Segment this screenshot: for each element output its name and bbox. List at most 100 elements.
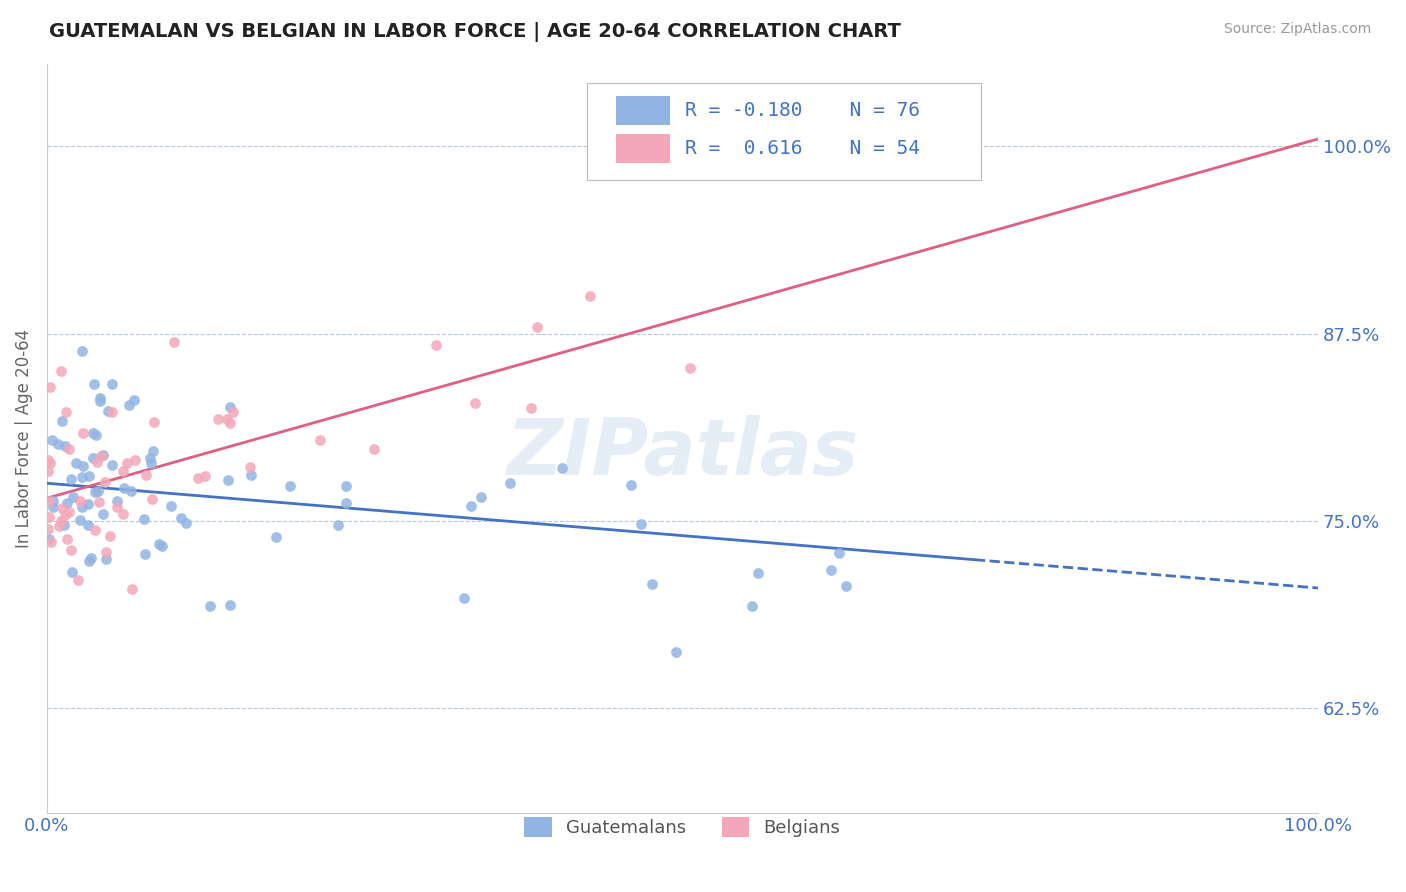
Point [82,450,104,465]
Point [117,456,139,470]
FancyBboxPatch shape [616,135,669,163]
Point [72,425,94,440]
Point [124,453,146,467]
Point [42,500,65,514]
Point [100,458,122,472]
Point [139,456,162,470]
Point [111,464,134,478]
Point [60,565,83,579]
Point [84,484,107,499]
Point [37,464,59,478]
Point [170,510,193,524]
Point [218,400,240,414]
Text: R =  0.616    N = 54: R = 0.616 N = 54 [685,139,920,158]
Point [58,505,80,519]
Point [112,481,135,495]
Point [499,476,522,491]
Text: Source: ZipAtlas.com: Source: ZipAtlas.com [1223,22,1371,37]
Point [48,519,70,533]
Text: R = -0.180    N = 76: R = -0.180 N = 76 [685,101,920,120]
Point [207,412,229,426]
Point [79,468,101,483]
Point [89,391,111,405]
Point [38,532,60,546]
Point [112,507,135,521]
Point [70,500,93,514]
Point [51,414,73,428]
Point [120,483,142,498]
Point [53,508,76,523]
Point [38,494,60,508]
Text: GUATEMALAN VS BELGIAN IN LABOR FORCE | AGE 20-64 CORRELATION CHART: GUATEMALAN VS BELGIAN IN LABOR FORCE | A… [49,22,901,42]
Point [326,518,349,533]
Point [69,494,91,508]
Point [83,377,105,392]
Point [464,396,486,410]
Point [53,438,76,452]
Point [425,337,447,351]
Point [62,490,84,504]
Point [141,492,163,507]
Point [219,598,242,612]
Point [187,471,209,485]
Point [86,428,108,442]
Point [278,479,301,493]
Point [264,531,287,545]
Point [55,405,77,419]
Point [38,510,60,524]
Point [77,553,100,567]
Y-axis label: In Labor Force | Age 20-64: In Labor Force | Age 20-64 [15,329,32,548]
Point [82,426,104,441]
FancyBboxPatch shape [616,96,669,125]
Point [80,551,103,566]
Point [218,416,240,430]
Point [39,379,62,393]
Point [87,495,110,509]
Point [83,524,105,538]
Point [240,468,263,483]
Point [579,289,602,303]
Point [194,469,217,483]
Point [93,448,115,462]
Point [105,493,128,508]
Point [551,461,574,475]
Point [217,412,239,426]
Point [121,582,143,597]
Point [200,599,222,614]
Point [46,437,69,451]
Point [630,517,652,532]
Point [53,518,76,533]
Point [76,497,98,511]
Point [89,394,111,409]
Point [239,460,262,475]
Point [142,444,165,458]
Point [59,472,82,486]
FancyBboxPatch shape [588,83,981,180]
Point [820,563,842,577]
Point [117,398,139,412]
Point [70,469,93,483]
Point [665,645,688,659]
Point [835,579,858,593]
Point [59,543,82,558]
Point [679,360,702,375]
Point [460,499,482,513]
Point [363,442,385,456]
Point [90,449,112,463]
Point [122,393,145,408]
Point [91,507,114,521]
Point [96,403,118,417]
Point [86,455,108,469]
Point [309,433,332,447]
Point [453,591,475,605]
Point [163,334,186,349]
Point [134,547,156,561]
Point [39,457,62,471]
Point [41,433,63,447]
Point [148,537,170,551]
Point [519,401,541,415]
Point [101,404,124,418]
Point [100,376,122,391]
Point [620,477,643,491]
Point [96,545,118,559]
